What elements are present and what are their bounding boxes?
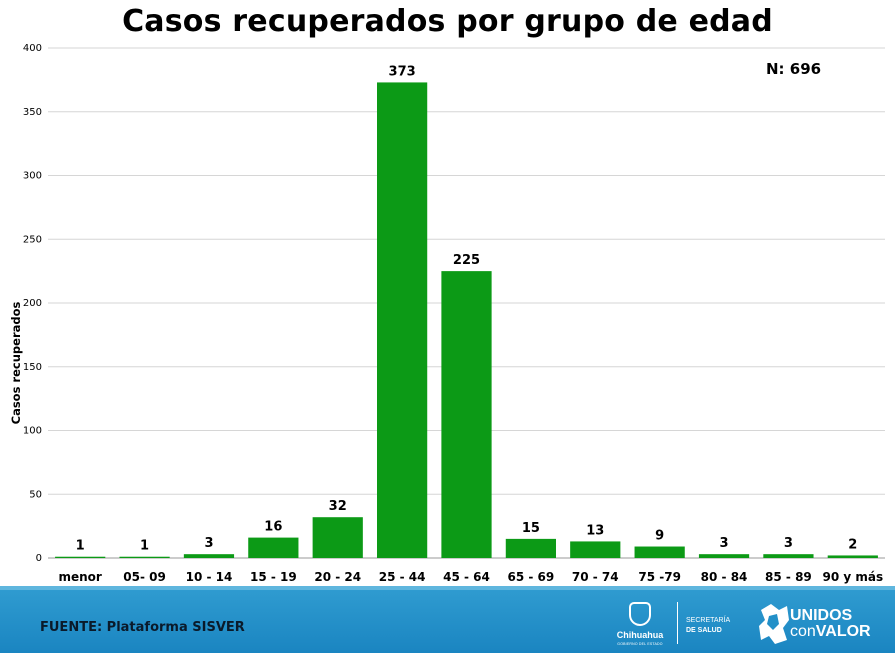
data-label: 3 [784,536,793,551]
bar [441,271,492,558]
logo-con-text: con [790,623,816,640]
logo-divider [677,602,678,644]
y-tick-label: 150 [23,362,42,373]
logo-unidos-text: UNIDOS [790,607,853,624]
data-label: 3 [720,536,729,551]
x-tick-label: 85 - 89 [765,570,812,584]
sample-size-annotation: N: 696 [766,60,821,78]
unidos-con-valor-logo: UNIDOS conVALOR [790,608,871,640]
data-label: 1 [76,539,85,554]
bar [183,554,235,558]
y-axis-label: Casos recuperados [9,301,23,424]
bar [248,537,299,558]
y-tick-label: 350 [23,107,42,118]
data-label: 15 [522,521,540,536]
y-tick-label: 200 [23,298,42,309]
y-tick-label: 300 [23,171,42,182]
x-tick-label: 45 - 64 [443,570,490,584]
bar [698,554,750,558]
y-tick-labels: 0 50 100 150 200 250 300 350 400 [23,43,42,564]
bar [377,82,428,559]
data-label: 2 [848,537,857,552]
x-tick-label: 70 - 74 [572,570,619,584]
x-tick-label: 90 y más [822,570,883,584]
x-tick-label: 20 - 24 [314,570,361,584]
chart-title: Casos recuperados por grupo de edad [122,4,773,39]
chihuahua-logo: Chihuahua GOBIERNO DEL ESTADO [612,602,668,650]
data-label: 13 [586,523,604,538]
bars [55,82,878,559]
footer-bar: FUENTE: Plataforma SISVER Chihuahua GOBI… [0,590,895,653]
data-label: 3 [204,536,213,551]
y-tick-label: 250 [23,234,42,245]
data-label: 9 [655,529,664,544]
y-tick-label: 100 [23,426,42,437]
logo-secretaria-line1: SECRETARÍA [686,617,731,624]
x-tick-labels: menor 05- 09 10 - 14 15 - 19 20 - 24 25 - 44 4… [59,570,884,584]
x-tick-label: menor [59,570,102,584]
shield-icon [629,602,651,626]
source-note: FUENTE: Plataforma SISVER [40,620,245,635]
x-tick-label: 05- 09 [123,570,166,584]
x-tick-label: 75 -79 [638,570,681,584]
bar [763,554,814,558]
y-tick-label: 400 [23,43,42,54]
logo-valor-text: VALOR [815,623,871,640]
footer-accent-strip [0,586,895,592]
bar [55,556,106,558]
data-label: 373 [389,64,416,79]
bar [827,555,878,558]
secretaria-salud-logo: SECRETARÍA DE SALUD [686,616,730,636]
bar [634,546,685,558]
x-tick-label: 80 - 84 [701,570,748,584]
unidos-emblem-icon [759,604,789,644]
logo-chihuahua-subtext: GOBIERNO DEL ESTADO [617,642,663,646]
bar [312,517,363,558]
logo-secretaria-line2: DE SALUD [686,627,722,634]
data-label: 225 [453,253,480,268]
x-tick-label: 25 - 44 [379,570,426,584]
bar [505,538,556,558]
x-tick-label: 10 - 14 [186,570,233,584]
data-label: 1 [140,539,149,554]
logo-chihuahua-text: Chihuahua [616,630,664,640]
data-label: 32 [329,499,347,514]
data-label: 16 [264,520,282,535]
bar [570,541,621,558]
x-tick-label: 65 - 69 [508,570,555,584]
bar [119,556,170,558]
y-tick-label: 0 [36,553,42,564]
x-tick-label: 15 - 19 [250,570,297,584]
y-tick-label: 50 [29,489,42,500]
